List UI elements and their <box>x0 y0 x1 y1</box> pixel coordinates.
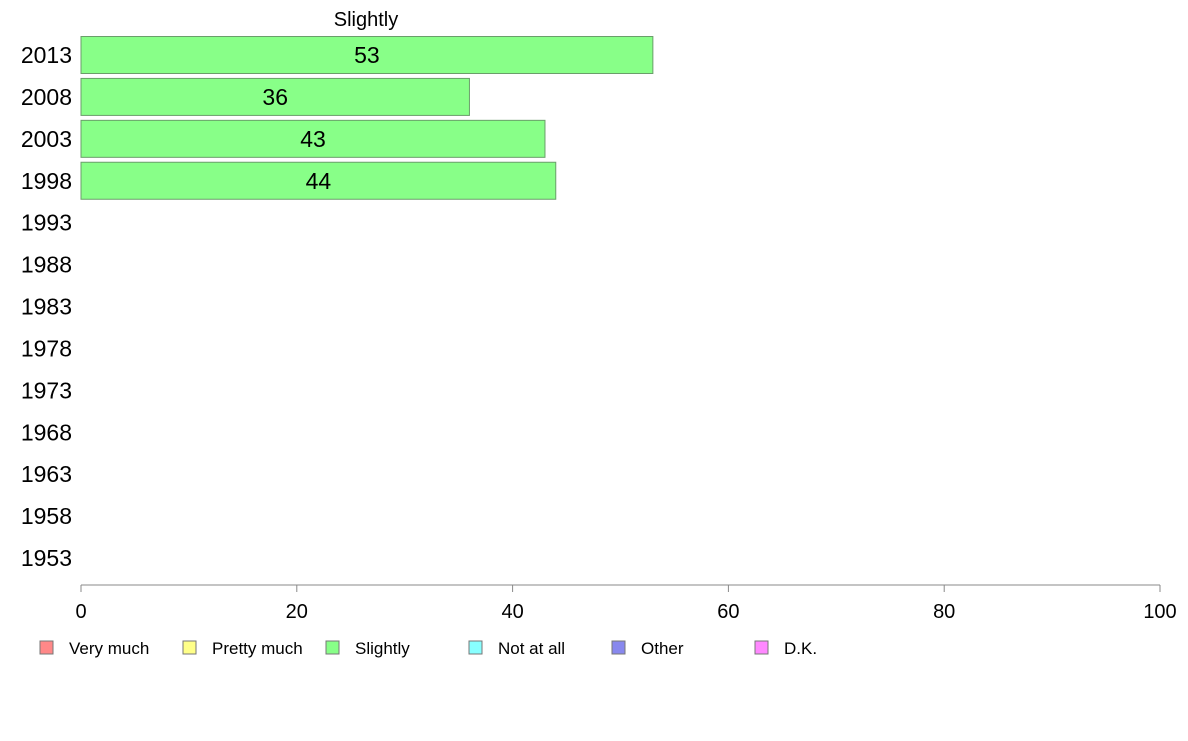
category-label-1968: 1968 <box>21 419 72 445</box>
bar-value-label-2003: 43 <box>300 126 326 152</box>
legend-label-not-at-all: Not at all <box>498 639 565 658</box>
legend-label-d-k: D.K. <box>784 639 817 658</box>
bar-2008 <box>80 77 470 116</box>
legend-swatch-pretty-much <box>182 640 197 655</box>
bars <box>80 36 654 200</box>
category-label-1978: 1978 <box>21 335 72 361</box>
x-tick-label-0: 0 <box>75 601 86 623</box>
category-label-1953: 1953 <box>21 545 72 571</box>
bar-value-label-2008: 36 <box>262 84 288 110</box>
legend-swatch-d-k <box>754 640 769 655</box>
bar-value-label-2013: 53 <box>354 42 380 68</box>
category-label-1988: 1988 <box>21 252 72 278</box>
x-tick-label-60: 60 <box>717 601 739 623</box>
legend-swatch-other <box>611 640 626 655</box>
legend-swatch-slightly <box>325 640 340 655</box>
x-axis: 0 20 40 60 80 100 <box>75 584 1177 623</box>
bar-2003 <box>80 119 546 158</box>
bar-value-labels: 53 36 43 44 <box>262 42 379 194</box>
category-label-2003: 2003 <box>21 126 72 152</box>
category-label-2008: 2008 <box>21 84 72 110</box>
legend-label-very-much: Very much <box>69 639 149 658</box>
legend-label-pretty-much: Pretty much <box>212 639 303 658</box>
legend-label-slightly: Slightly <box>355 639 410 658</box>
category-label-2013: 2013 <box>21 42 72 68</box>
category-labels: 2013 2008 2003 1998 1993 1988 1983 1978 1973 1968… <box>21 42 72 571</box>
x-tick-label-80: 80 <box>933 601 955 623</box>
x-tick-label-40: 40 <box>501 601 523 623</box>
x-tick-label-20: 20 <box>286 601 308 623</box>
chart-title: Slightly <box>334 9 398 31</box>
category-label-1993: 1993 <box>21 210 72 236</box>
legend-swatch-not-at-all <box>468 640 483 655</box>
bar-2013 <box>80 36 654 74</box>
legend-swatch-very-much <box>39 640 54 655</box>
bar-value-label-1998: 44 <box>306 168 332 194</box>
x-tick-label-100: 100 <box>1143 601 1176 623</box>
legend: Very much Pretty much Slightly Not at all Ot… <box>39 639 817 658</box>
category-label-1983: 1983 <box>21 294 72 320</box>
category-label-1958: 1958 <box>21 503 72 529</box>
legend-label-other: Other <box>641 639 684 658</box>
category-label-1963: 1963 <box>21 461 72 487</box>
category-label-1998: 1998 <box>21 168 72 194</box>
bar-1998 <box>80 161 557 200</box>
category-label-1973: 1973 <box>21 377 72 403</box>
